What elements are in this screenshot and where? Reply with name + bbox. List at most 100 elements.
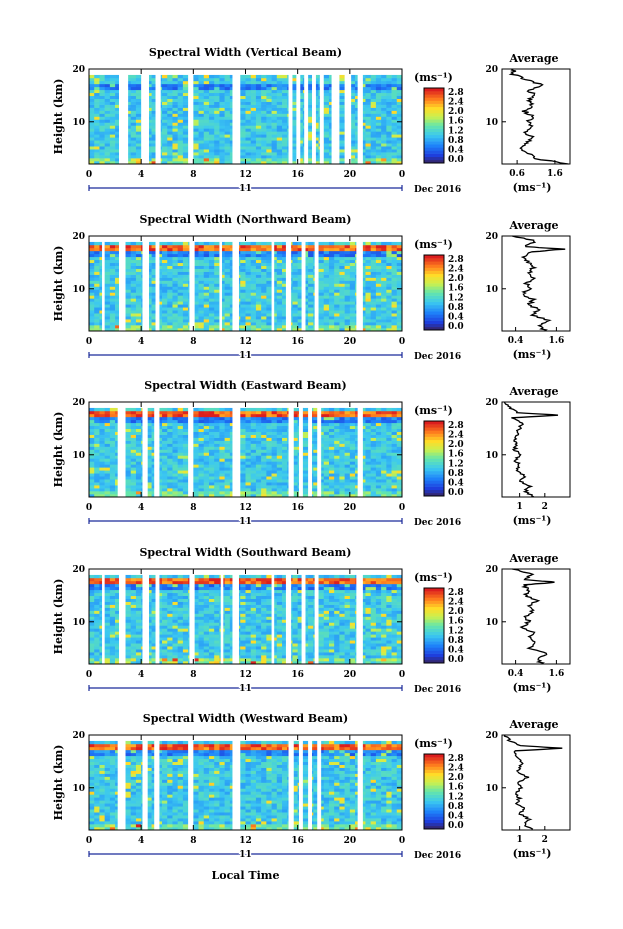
heatmap-cell bbox=[240, 446, 246, 450]
heatmap-cell bbox=[271, 134, 278, 138]
heatmap-cell bbox=[250, 431, 257, 435]
heatmap-cell bbox=[360, 319, 366, 323]
heatmap-cell bbox=[208, 146, 215, 150]
heatmap-cell bbox=[135, 250, 142, 255]
heatmap-cell bbox=[219, 307, 225, 311]
heatmap-cell bbox=[328, 262, 335, 266]
heatmap-cell bbox=[266, 134, 272, 138]
heatmap-cell bbox=[130, 431, 137, 435]
heatmap-cell bbox=[365, 119, 371, 123]
heatmap-cell bbox=[360, 259, 366, 264]
heatmap-cell bbox=[182, 277, 189, 281]
heatmap-cell bbox=[375, 116, 382, 120]
heatmap-cell bbox=[297, 241, 304, 246]
heatmap-cell bbox=[151, 122, 158, 126]
heatmap-cell bbox=[99, 137, 105, 141]
heatmap-cell bbox=[172, 83, 178, 88]
heatmap-cell bbox=[308, 259, 314, 264]
heatmap-cell bbox=[125, 298, 132, 302]
heatmap-cell bbox=[182, 74, 189, 79]
heatmap-cell bbox=[224, 322, 231, 326]
colorbar-band bbox=[424, 131, 444, 136]
heatmap-cell bbox=[297, 286, 304, 290]
heatmap-cell bbox=[198, 301, 205, 305]
colorbar-tick-label: 0.8 bbox=[448, 303, 464, 313]
heatmap-cell bbox=[282, 137, 288, 141]
heatmap-cell bbox=[282, 256, 288, 261]
y-axis-label: Height (km) bbox=[52, 246, 65, 322]
heatmap-cell bbox=[146, 98, 152, 102]
heatmap-cell bbox=[156, 298, 163, 302]
heatmap-cell bbox=[240, 119, 246, 123]
heatmap-cell bbox=[370, 283, 377, 287]
heatmap-cell bbox=[125, 92, 132, 97]
heatmap-cell bbox=[146, 289, 152, 293]
heatmap-cell bbox=[318, 292, 325, 296]
heatmap-cell bbox=[282, 325, 288, 329]
heatmap-cell bbox=[396, 298, 403, 302]
heatmap-cell bbox=[313, 146, 319, 150]
data-gap bbox=[331, 69, 340, 164]
heatmap-cell bbox=[182, 310, 189, 314]
heatmap-cell bbox=[282, 89, 288, 94]
heatmap-cell bbox=[302, 256, 309, 261]
heatmap-cell bbox=[214, 325, 220, 329]
heatmap-cell bbox=[125, 247, 132, 252]
heatmap-cell bbox=[125, 440, 132, 444]
heatmap-cell bbox=[203, 419, 210, 424]
heatmap-cell bbox=[146, 86, 152, 91]
heatmap-cell bbox=[109, 140, 116, 144]
heatmap-cell bbox=[172, 131, 178, 135]
colorbar-band bbox=[424, 100, 444, 104]
heatmap-cell bbox=[391, 316, 398, 320]
heatmap-cell bbox=[276, 74, 283, 79]
heatmap-cell bbox=[219, 407, 225, 412]
heatmap-cell bbox=[396, 122, 403, 126]
heatmap-cell bbox=[375, 134, 382, 138]
heatmap-cell bbox=[167, 80, 173, 85]
heatmap-cell bbox=[156, 304, 163, 308]
heatmap-cell bbox=[276, 247, 283, 252]
heatmap-cell bbox=[198, 137, 205, 141]
heatmap-cell bbox=[276, 410, 283, 415]
heatmap-cell bbox=[203, 146, 210, 150]
heatmap-cell bbox=[271, 316, 278, 320]
heatmap-cell bbox=[261, 241, 267, 246]
heatmap-cell bbox=[151, 107, 158, 111]
colorbar-band bbox=[424, 122, 444, 126]
heatmap-cell bbox=[109, 155, 116, 159]
heatmap-cell bbox=[104, 461, 111, 465]
heatmap-cell bbox=[292, 443, 298, 447]
heatmap-cell bbox=[135, 271, 142, 275]
heatmap-cell bbox=[219, 155, 225, 159]
heatmap-cell bbox=[94, 449, 100, 453]
heatmap-cell bbox=[214, 322, 220, 326]
heatmap-cell bbox=[240, 134, 246, 138]
heatmap-cell bbox=[130, 262, 137, 266]
heatmap-cell bbox=[125, 304, 132, 308]
heatmap-cell bbox=[224, 313, 231, 317]
heatmap-cell bbox=[99, 407, 105, 412]
heatmap-cell bbox=[266, 83, 272, 88]
heatmap-cell bbox=[172, 77, 178, 82]
heatmap-cell bbox=[271, 95, 278, 99]
heatmap-cell bbox=[146, 256, 152, 261]
heatmap-cell bbox=[339, 80, 345, 85]
heatmap-cell bbox=[282, 271, 288, 275]
heatmap-cell bbox=[391, 289, 398, 293]
heatmap-cell bbox=[308, 322, 314, 326]
heatmap-cell bbox=[94, 277, 100, 281]
heatmap-cell bbox=[375, 262, 382, 266]
heatmap-cell bbox=[386, 158, 392, 162]
colorbar: 0.00.40.81.21.62.02.42.8 bbox=[423, 254, 464, 332]
heatmap-cell bbox=[349, 155, 356, 159]
heatmap-cell bbox=[365, 316, 371, 320]
heatmap-cell bbox=[297, 143, 304, 147]
heatmap-cell bbox=[323, 95, 330, 99]
heatmap-cell bbox=[130, 437, 137, 441]
heatmap-cell bbox=[323, 161, 330, 165]
heatmap-cell bbox=[328, 328, 335, 332]
heatmap-cell bbox=[375, 110, 382, 114]
heatmap-cell bbox=[177, 494, 184, 498]
heatmap-cell bbox=[104, 277, 111, 281]
